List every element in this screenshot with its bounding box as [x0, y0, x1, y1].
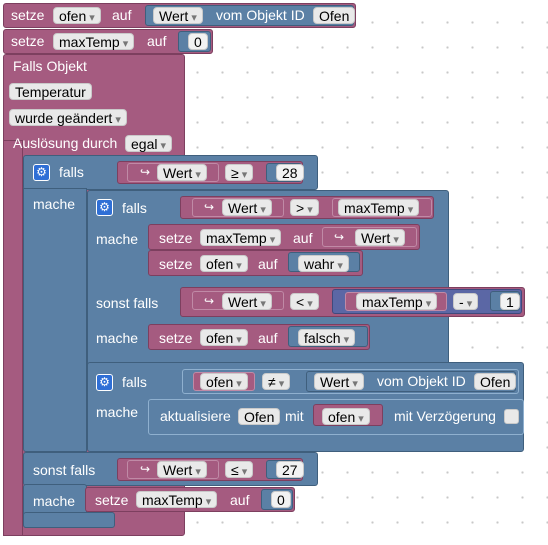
- object-id-field[interactable]: Ofen: [313, 7, 356, 24]
- boolean-dropdown[interactable]: wahr: [298, 255, 349, 272]
- wert-dropdown[interactable]: Wert: [157, 164, 207, 181]
- return-arrow-icon: ↪: [334, 230, 345, 244]
- var-dropdown-ofen[interactable]: ofen: [200, 255, 248, 272]
- falls-objekt-label: Falls Objekt: [13, 58, 87, 74]
- wert-dropdown[interactable]: Wert: [157, 461, 207, 478]
- var-dropdown-ofen[interactable]: ofen: [200, 329, 248, 346]
- setze-label: setze: [159, 330, 193, 346]
- ausloesung-label: Auslösung durch: [13, 135, 118, 151]
- auf-label: auf: [112, 7, 132, 23]
- object-id-field[interactable]: Ofen: [474, 373, 517, 390]
- number-field[interactable]: 0: [188, 33, 208, 50]
- number-field[interactable]: 0: [271, 491, 291, 508]
- operator-dropdown[interactable]: >: [290, 199, 319, 216]
- update-object-field[interactable]: Ofen: [238, 408, 281, 425]
- return-arrow-icon: ↪: [140, 462, 151, 476]
- aktualisiere-label: aktualisiere: [160, 408, 231, 424]
- gear-icon[interactable]: ⚙: [33, 164, 50, 181]
- mache-label: mache: [33, 493, 76, 509]
- vom-objekt-label: vom Objekt ID: [216, 7, 305, 23]
- number-field[interactable]: 27: [276, 461, 304, 478]
- var-dropdown-maxtemp[interactable]: maxTemp: [136, 491, 218, 508]
- auf-label: auf: [293, 230, 313, 246]
- if-block-1-body: [23, 188, 87, 452]
- operator-dropdown[interactable]: ≠: [262, 373, 291, 390]
- setze-label: setze: [159, 256, 193, 272]
- wert-dropdown[interactable]: Wert: [222, 293, 272, 310]
- return-arrow-icon: ↪: [140, 165, 151, 179]
- delay-label: mit Verzögerung: [394, 408, 496, 424]
- auf-label: auf: [258, 330, 278, 346]
- boolean-dropdown[interactable]: falsch: [298, 329, 356, 346]
- falls-label: falls: [122, 200, 147, 216]
- setze-label: setze: [159, 230, 193, 246]
- auf-label: auf: [147, 33, 167, 49]
- wert-dropdown[interactable]: Wert: [355, 229, 405, 246]
- mache-label: mache: [33, 196, 76, 212]
- gear-icon[interactable]: ⚙: [96, 374, 113, 391]
- trigger-body-left: [3, 140, 23, 536]
- var-dropdown-ofen[interactable]: ofen: [200, 373, 248, 390]
- trigger-by-dropdown[interactable]: egal: [125, 135, 173, 152]
- var-dropdown-maxtemp[interactable]: maxTemp: [338, 199, 420, 216]
- arithmetic-operator-dropdown[interactable]: -: [453, 293, 479, 310]
- sonst-falls-label: sonst falls: [33, 462, 96, 478]
- operator-dropdown[interactable]: ≤: [225, 461, 254, 478]
- if-block-1-foot: [23, 512, 115, 528]
- number-field[interactable]: 1: [500, 293, 520, 310]
- wert-dropdown[interactable]: Wert: [153, 7, 203, 24]
- operator-dropdown[interactable]: <: [290, 293, 319, 310]
- mache-label: mache: [96, 404, 139, 420]
- falls-label: falls: [59, 164, 84, 180]
- mit-label: mit: [285, 408, 304, 424]
- setze-label: setze: [95, 492, 129, 508]
- var-dropdown-ofen[interactable]: ofen: [53, 7, 101, 24]
- delay-checkbox[interactable]: [504, 409, 519, 424]
- setze-label: setze: [11, 7, 45, 23]
- mache-label: mache: [96, 330, 139, 346]
- vom-objekt-label: vom Objekt ID: [377, 373, 466, 389]
- operator-dropdown[interactable]: ≥: [225, 164, 254, 181]
- setze-label: setze: [11, 33, 45, 49]
- mache-label: mache: [96, 231, 139, 247]
- auf-label: auf: [258, 256, 278, 272]
- trigger-condition-dropdown[interactable]: wurde geändert: [9, 109, 127, 126]
- trigger-object-field[interactable]: Temperatur: [9, 83, 92, 100]
- sonst-falls-label: sonst falls: [96, 295, 159, 311]
- gear-icon[interactable]: ⚙: [96, 199, 113, 216]
- auf-label: auf: [230, 492, 250, 508]
- var-dropdown-maxtemp[interactable]: maxTemp: [53, 33, 135, 50]
- number-field[interactable]: 28: [276, 164, 304, 181]
- return-arrow-icon: ↪: [204, 200, 215, 214]
- wert-dropdown[interactable]: Wert: [222, 199, 272, 216]
- var-dropdown-maxtemp[interactable]: maxTemp: [200, 229, 282, 246]
- var-dropdown-ofen[interactable]: ofen: [322, 408, 370, 425]
- return-arrow-icon: ↪: [204, 294, 215, 308]
- wert-dropdown[interactable]: Wert: [314, 373, 364, 390]
- falls-label: falls: [122, 374, 147, 390]
- var-dropdown-maxtemp[interactable]: maxTemp: [356, 293, 438, 310]
